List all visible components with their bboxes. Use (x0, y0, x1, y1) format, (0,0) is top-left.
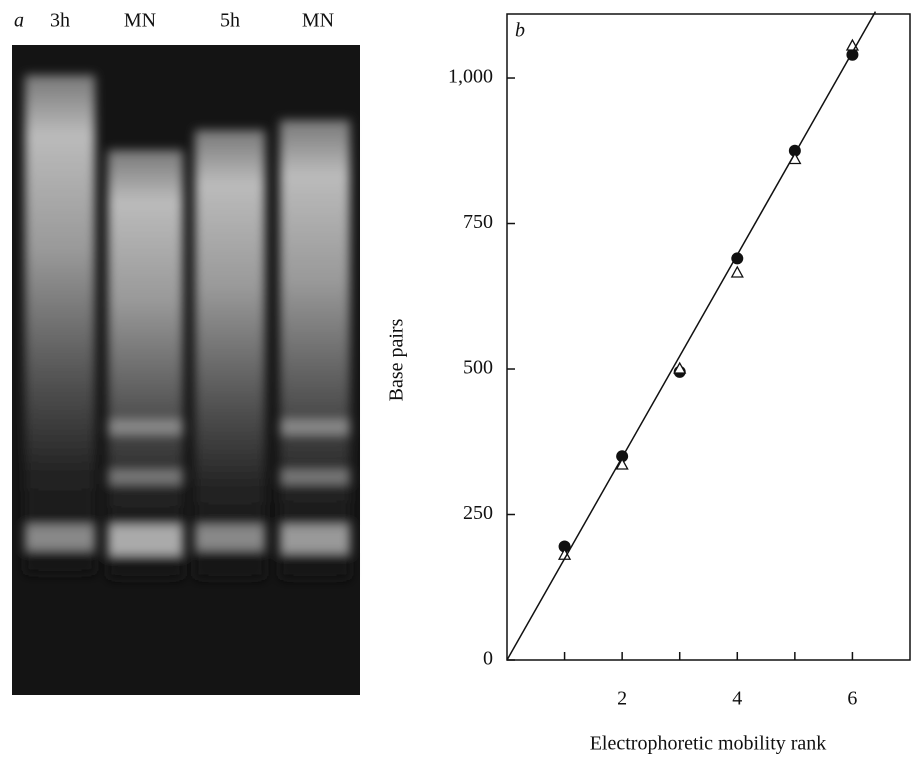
y-tick-label: 1,000 (448, 66, 493, 88)
y-tick-label: 250 (463, 502, 493, 524)
x-tick-label: 2 (617, 688, 627, 710)
panel-label: b (515, 20, 525, 42)
lane-label: MN (124, 10, 156, 32)
gel-image: a 3h MN 5h MN (12, 10, 360, 695)
x-axis-label: Electrophoretic mobility rank (590, 733, 827, 755)
x-tick-label: 6 (847, 688, 857, 710)
lane-label: 3h (50, 10, 70, 32)
lane-label: 5h (220, 10, 240, 32)
y-tick-label: 500 (463, 357, 493, 379)
lane-label: MN (302, 10, 334, 32)
fit-line (506, 11, 877, 661)
y-tick-label: 750 (463, 211, 493, 233)
plot-frame (506, 13, 911, 661)
point-circle (558, 540, 571, 553)
point-triangle (730, 265, 744, 278)
y-tick-label: 0 (483, 648, 493, 670)
point-triangle (615, 457, 629, 470)
y-axis-label: Base pairs (386, 318, 408, 401)
gel-lanes (25, 75, 350, 580)
point-triangle (673, 361, 687, 374)
panel-label: a (14, 10, 24, 32)
x-tick-label: 4 (732, 688, 742, 710)
